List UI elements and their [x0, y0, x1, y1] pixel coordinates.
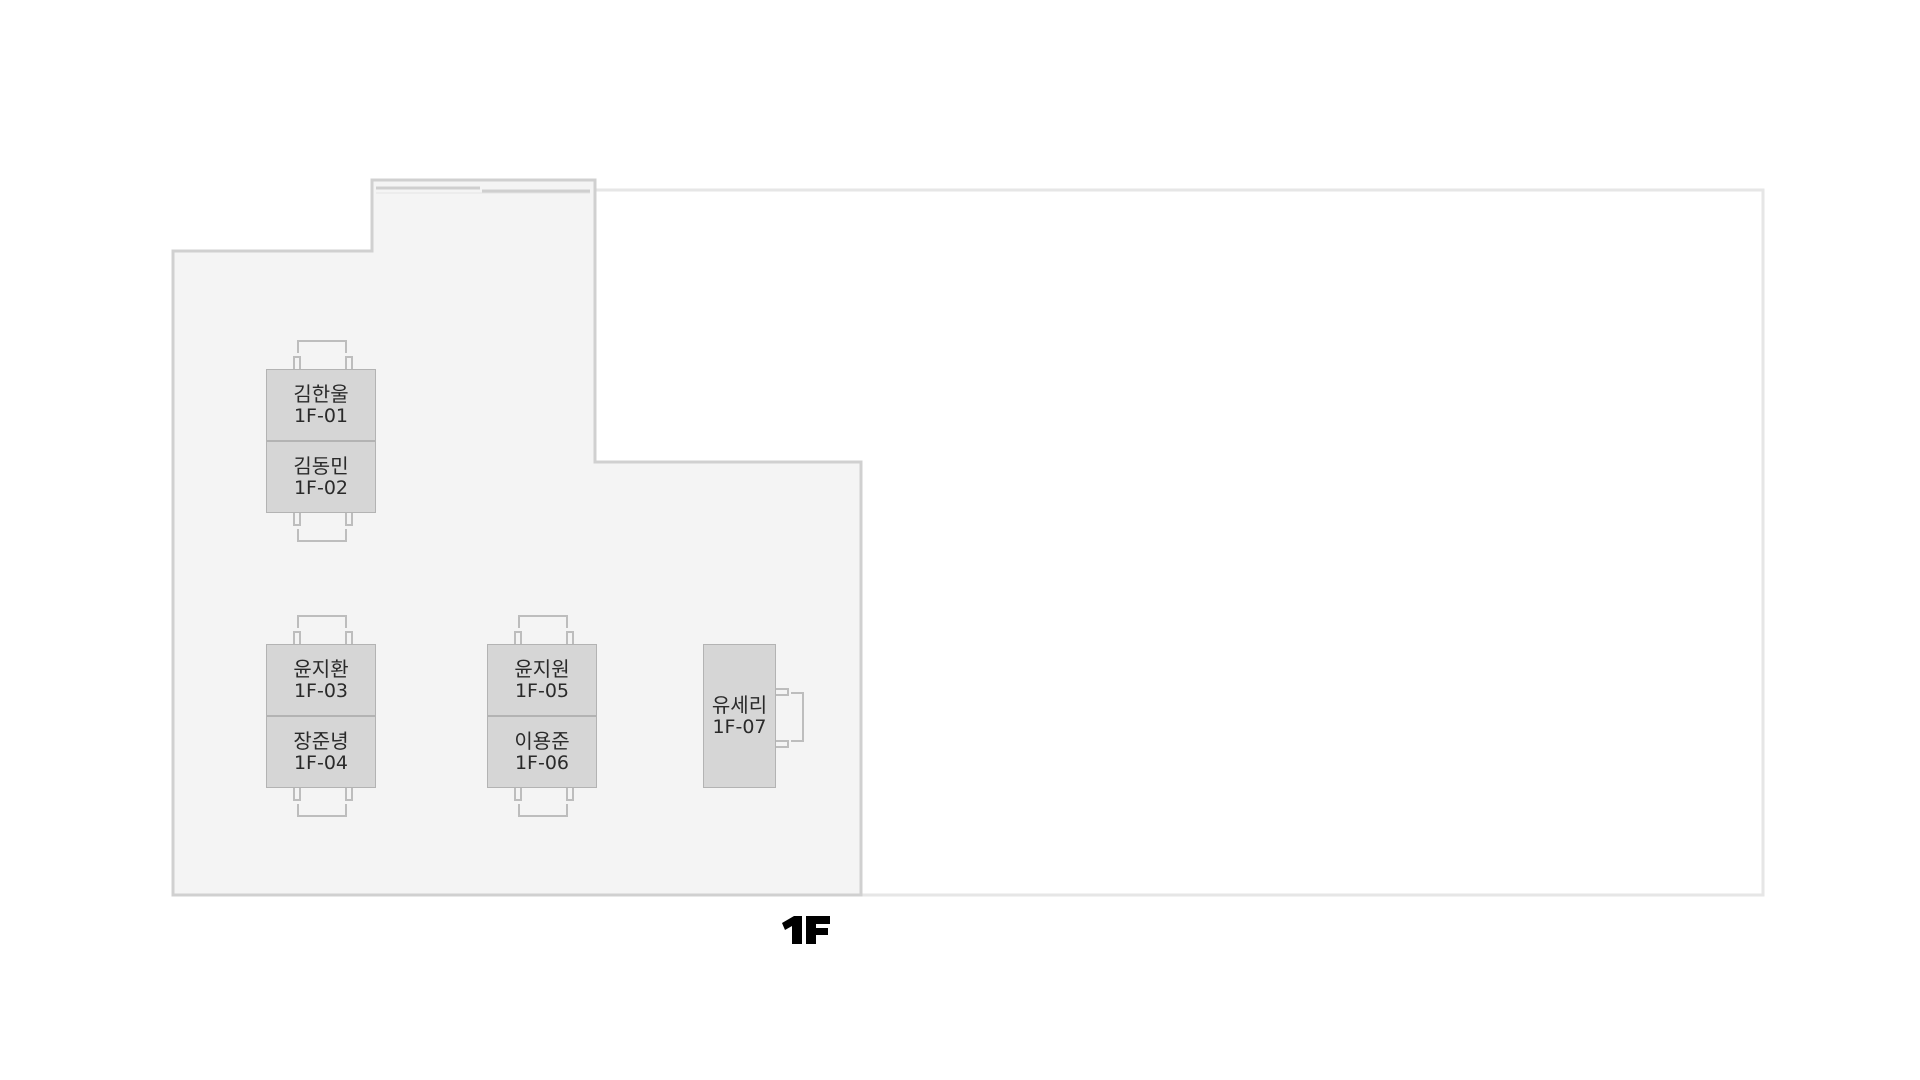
desk-1f-06[interactable]: 이용준 1F-06: [487, 716, 597, 788]
desk-1f-03[interactable]: 윤지환 1F-03: [266, 644, 376, 716]
desk-1f-07[interactable]: 유세리 1F-07: [703, 644, 776, 788]
desk-1f-04[interactable]: 장준녕 1F-04: [266, 716, 376, 788]
seat-occupant: 유세리: [711, 693, 768, 717]
floor-mark-icon: [782, 916, 830, 944]
chair-icon: [776, 688, 804, 748]
seat-id: 1F-02: [293, 477, 349, 499]
seat-occupant: 윤지환: [293, 657, 349, 681]
desk-1f-05[interactable]: 윤지원 1F-05: [487, 644, 597, 716]
desk-1f-01[interactable]: 김한울 1F-01: [266, 369, 376, 441]
seat-id: 1F-07: [712, 716, 767, 738]
chair-icon: [514, 788, 574, 817]
chairs: [293, 340, 804, 817]
seat-occupant: 김한울: [293, 382, 349, 406]
chair-icon: [514, 615, 574, 644]
seat-occupant: 이용준: [514, 729, 570, 753]
chair-icon: [293, 615, 353, 644]
chair-icon: [293, 513, 353, 542]
seat-id: 1F-06: [514, 752, 570, 774]
seat-id: 1F-04: [293, 752, 349, 774]
desk-1f-02[interactable]: 김동민 1F-02: [266, 441, 376, 513]
seat-id: 1F-03: [293, 680, 349, 702]
chair-icon: [293, 340, 353, 369]
chair-icon: [293, 788, 353, 817]
seat-id: 1F-05: [514, 680, 570, 702]
seat-occupant: 장준녕: [293, 729, 349, 753]
seat-id: 1F-01: [293, 405, 349, 427]
seat-occupant: 김동민: [293, 454, 349, 478]
seat-occupant: 윤지원: [514, 657, 570, 681]
